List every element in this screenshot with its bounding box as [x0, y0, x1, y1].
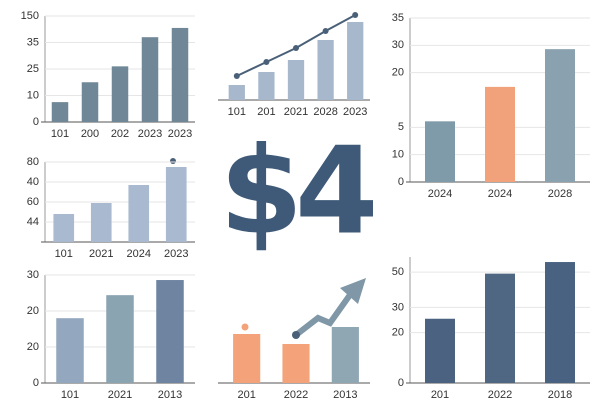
y-tick-label: 20: [27, 305, 39, 317]
bar: [317, 40, 334, 100]
y-tick-label: 0: [33, 377, 39, 389]
x-tick-label: 2021: [108, 389, 132, 400]
x-tick-label: 2028: [313, 106, 337, 118]
bar: [545, 262, 575, 383]
x-tick-label: 2024: [127, 248, 151, 260]
bar: [425, 121, 455, 182]
line-point: [322, 28, 329, 34]
y-tick-label: 35: [392, 12, 404, 24]
bar: [485, 273, 515, 383]
bar: [485, 86, 515, 182]
bar: [425, 318, 455, 383]
y-tick-label: 20: [392, 67, 404, 79]
x-tick-label: 2013: [333, 389, 357, 400]
decor-dot: [170, 158, 176, 164]
x-tick-label: 2024: [488, 188, 512, 200]
x-tick-label: 201: [257, 106, 275, 118]
bar: [258, 72, 275, 100]
x-tick-label: 2023: [164, 248, 188, 260]
bar: [111, 66, 129, 122]
line-point: [233, 73, 240, 79]
y-tick-label: 60: [27, 196, 39, 208]
x-tick-label: 101: [51, 128, 69, 140]
y-tick-label: 50: [392, 266, 404, 278]
y-tick-label: 0: [398, 377, 404, 389]
x-tick-label: 2018: [548, 389, 572, 400]
line-point: [352, 12, 359, 18]
x-tick-label: 2022: [284, 389, 308, 400]
x-tick-label: 2023: [168, 128, 192, 140]
y-tick-label: 80: [27, 156, 39, 168]
y-tick-label: 10: [392, 149, 404, 161]
decor-arrow: [294, 290, 355, 338]
bar: [165, 167, 187, 242]
line-point: [263, 59, 270, 65]
bar: [282, 344, 310, 383]
y-tick-label: 20: [27, 341, 39, 353]
bar: [56, 318, 84, 383]
x-tick-label: 2023: [343, 106, 367, 118]
y-tick-label: 44: [27, 216, 39, 228]
y-tick-label: 0: [398, 176, 404, 188]
logo: $4: [220, 123, 373, 262]
y-tick-label: 40: [27, 176, 39, 188]
bar: [233, 334, 261, 383]
bar: [171, 27, 189, 122]
x-tick-label: 200: [81, 128, 99, 140]
y-tick-label: 30: [392, 301, 404, 313]
bar: [156, 280, 184, 383]
y-tick-label: 0: [33, 116, 39, 128]
x-tick-label: 2028: [548, 188, 572, 200]
y-tick-label: 150: [21, 10, 39, 22]
x-tick-label: 202: [111, 128, 129, 140]
bar: [90, 203, 112, 242]
bar: [331, 327, 359, 383]
line-point: [293, 45, 299, 51]
bar: [545, 49, 575, 182]
bar: [347, 22, 364, 100]
bar: [81, 82, 99, 122]
decor-dot: [241, 323, 249, 331]
bar: [51, 102, 69, 122]
y-tick-label: 10: [27, 89, 39, 101]
x-tick-label: 101: [61, 389, 79, 400]
x-tick-label: 2021: [89, 248, 113, 260]
y-tick-label: 5: [398, 121, 404, 133]
bar: [228, 85, 245, 100]
x-tick-label: 2021: [284, 106, 308, 118]
bar: [106, 295, 134, 383]
bar: [287, 60, 305, 100]
y-tick-label: 30: [392, 39, 404, 51]
decor-arrow-head: [340, 278, 366, 304]
x-tick-label: 2024: [428, 188, 452, 200]
bar: [141, 37, 159, 123]
x-tick-label: 201: [237, 389, 255, 400]
bar: [53, 214, 75, 242]
x-tick-label: 2022: [488, 389, 512, 400]
y-tick-label: 20: [392, 327, 404, 339]
y-tick-label: 35: [27, 36, 39, 48]
x-tick-label: 2023: [138, 128, 162, 140]
x-tick-label: 101: [55, 248, 73, 260]
decor-dot: [292, 331, 300, 339]
y-tick-label: 25: [27, 63, 39, 75]
x-tick-label: 201: [431, 389, 449, 400]
y-tick-label: 30: [27, 269, 39, 281]
bar: [128, 185, 150, 242]
x-tick-label: 101: [228, 106, 246, 118]
x-tick-label: 2013: [158, 389, 182, 400]
